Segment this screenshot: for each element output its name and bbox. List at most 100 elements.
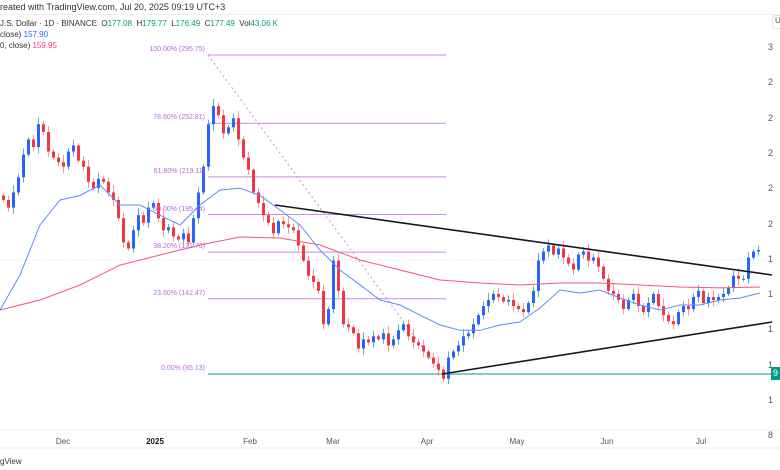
fib-level-label: 61.80% (219.11) xyxy=(153,167,205,175)
candle-body xyxy=(397,330,400,340)
scale-unit-button[interactable]: U xyxy=(772,15,780,29)
candle-body xyxy=(657,293,660,307)
candle-body xyxy=(562,248,565,258)
candle-body xyxy=(177,236,180,240)
candle-body xyxy=(457,345,460,352)
close-label: C xyxy=(204,19,211,28)
candle-body xyxy=(92,181,95,188)
candle-body xyxy=(327,309,330,325)
candle-body xyxy=(377,336,380,340)
ma2-label: 0, close) xyxy=(0,41,31,50)
candle-body xyxy=(257,192,260,204)
price-tick-label: 1 xyxy=(768,289,774,300)
candle-body xyxy=(252,169,255,193)
candle-body xyxy=(277,221,280,234)
candle-body xyxy=(127,242,130,249)
candle-body xyxy=(407,324,410,337)
volume-label: Vol xyxy=(239,19,251,28)
candle-body xyxy=(42,124,45,132)
candle-body xyxy=(572,263,575,270)
ma1-value: 157.90 xyxy=(23,30,49,39)
candle-body xyxy=(217,106,220,116)
candle-body xyxy=(742,278,745,280)
candle-body xyxy=(232,118,235,128)
candle-body xyxy=(497,293,500,297)
candle-body xyxy=(97,178,100,188)
fib-level-label: 78.60% (252.81) xyxy=(153,114,205,122)
price-tick-label: 2 xyxy=(768,112,774,123)
candle-body xyxy=(137,215,140,231)
candle-body xyxy=(712,296,715,300)
ma2-value: 159.95 xyxy=(32,41,57,50)
candle-body xyxy=(552,245,555,255)
time-tick-label: May xyxy=(509,437,525,446)
fib-trend-line xyxy=(207,54,443,375)
candle-body xyxy=(612,290,615,294)
candle-body xyxy=(302,245,305,261)
candle-body xyxy=(662,306,665,316)
chart-attribution: reated with TradingView.com, Jul 20, 202… xyxy=(0,2,226,12)
fib-level-label: 50.00% (195.44) xyxy=(153,205,205,213)
candle-body xyxy=(502,296,505,302)
candle-body xyxy=(542,251,545,261)
candle-body xyxy=(57,157,60,163)
header-divider xyxy=(0,14,780,15)
fibonacci-retracement xyxy=(208,54,772,375)
candle-body xyxy=(72,145,75,152)
ma2-legend[interactable]: 0, close) 159.95 xyxy=(0,41,57,50)
candle-body xyxy=(452,351,455,358)
time-tick-label: Dec xyxy=(55,437,71,446)
candle-body xyxy=(702,290,705,304)
candle-body xyxy=(27,139,30,155)
candle-body xyxy=(237,118,240,140)
candle-body xyxy=(272,222,275,234)
candle-body xyxy=(387,333,390,346)
candle-body xyxy=(197,192,200,219)
candle-body xyxy=(147,207,150,223)
time-tick-label: 2025 xyxy=(146,437,164,446)
candle-body xyxy=(362,339,365,349)
candle-body xyxy=(432,357,435,364)
time-tick-label: Feb xyxy=(243,437,257,446)
ma1-legend[interactable]: close) 157.90 xyxy=(0,30,48,39)
candle-body xyxy=(187,233,190,243)
candle-body xyxy=(477,315,480,325)
candle-body xyxy=(527,303,530,313)
candle-body xyxy=(517,306,520,310)
candle-body xyxy=(82,160,85,167)
candle-body xyxy=(587,251,590,261)
candle-body xyxy=(47,131,50,152)
candle-body xyxy=(642,306,645,313)
price-tick-label: 2 xyxy=(768,77,774,88)
candle-body xyxy=(607,278,610,291)
candle-body xyxy=(537,260,540,291)
candle-body xyxy=(682,306,685,313)
ma2-line xyxy=(0,236,761,311)
candle-body xyxy=(672,321,675,325)
candle-body xyxy=(392,339,395,346)
candle-body xyxy=(422,345,425,352)
candle-body xyxy=(752,251,755,258)
candle-body xyxy=(717,296,720,300)
price-tick-label: 1 xyxy=(768,395,774,405)
lower-trendline[interactable] xyxy=(441,321,773,375)
candle-body xyxy=(332,260,335,310)
candle-body xyxy=(2,195,5,201)
candle-body xyxy=(222,115,225,134)
candle-body xyxy=(207,124,210,167)
close-value: 177.49 xyxy=(210,19,235,28)
candle-body xyxy=(212,106,215,125)
candle-body xyxy=(77,145,80,161)
price-tick-label: 1 xyxy=(768,324,774,335)
candle-body xyxy=(192,218,195,243)
candle-body xyxy=(472,324,475,334)
candle-body xyxy=(167,227,170,231)
candle-body xyxy=(427,351,430,358)
candle-body xyxy=(547,245,550,252)
price-tag: 9 xyxy=(771,367,780,380)
candle-body xyxy=(382,333,385,340)
candle-body xyxy=(7,200,10,208)
upper-trendline[interactable] xyxy=(274,204,773,276)
candle-body xyxy=(162,218,165,231)
